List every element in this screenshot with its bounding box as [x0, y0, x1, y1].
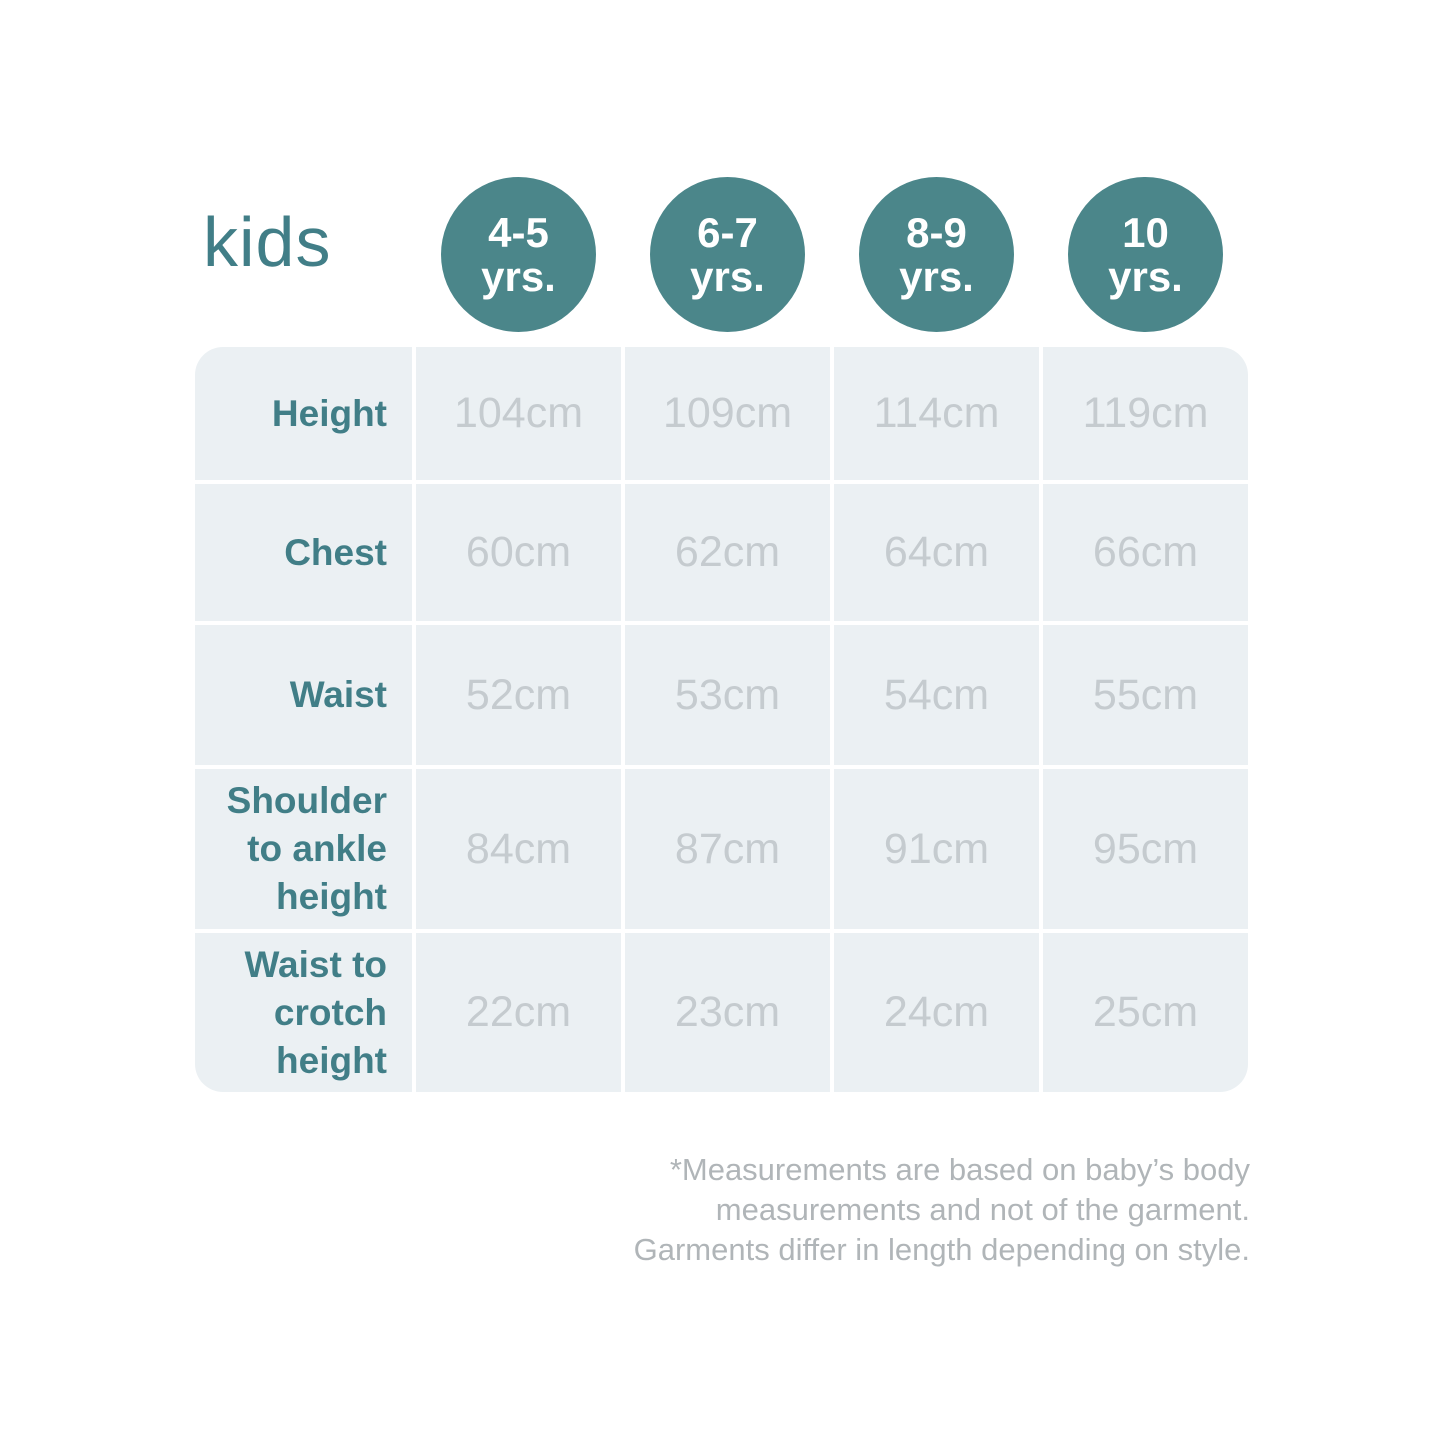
- row-label-shoulder-to-ankle: Shoulder to ankle height: [195, 769, 412, 929]
- footnote: *Measurements are based on baby’s body m…: [634, 1150, 1250, 1270]
- row-label-height: Height: [195, 347, 412, 480]
- value-height-6-7: 109cm: [625, 347, 830, 480]
- value-waist-crotch-10: 25cm: [1043, 933, 1248, 1092]
- footnote-line: measurements and not of the garment.: [715, 1192, 1250, 1227]
- age-badge-unit: yrs.: [690, 252, 765, 300]
- value-height-4-5: 104cm: [416, 347, 621, 480]
- value-waist-6-7: 53cm: [625, 625, 830, 765]
- age-badge-4-5-yrs: 4-5 yrs.: [441, 177, 596, 332]
- footnote-line: *Measurements are based on baby’s body: [669, 1152, 1250, 1187]
- value-shoulder-ankle-8-9: 91cm: [834, 769, 1039, 929]
- age-badge-unit: yrs.: [1108, 252, 1183, 300]
- value-shoulder-ankle-10: 95cm: [1043, 769, 1248, 929]
- value-height-10: 119cm: [1043, 347, 1248, 480]
- page-title: kids: [203, 203, 332, 281]
- value-waist-10: 55cm: [1043, 625, 1248, 765]
- value-waist-crotch-6-7: 23cm: [625, 933, 830, 1092]
- value-waist-crotch-8-9: 24cm: [834, 933, 1039, 1092]
- size-table: Height 104cm 109cm 114cm 119cm Chest 60c…: [195, 347, 1248, 1092]
- age-badge-range: 10: [1122, 208, 1169, 256]
- row-label-waist: Waist: [195, 625, 412, 765]
- age-badge-unit: yrs.: [899, 252, 974, 300]
- footnote-line: Garments differ in length depending on s…: [633, 1232, 1250, 1267]
- value-waist-4-5: 52cm: [416, 625, 621, 765]
- age-badge-unit: yrs.: [481, 252, 556, 300]
- age-badge-range: 8-9: [906, 208, 967, 256]
- age-badge-8-9-yrs: 8-9 yrs.: [859, 177, 1014, 332]
- age-badge-10-yrs: 10 yrs.: [1068, 177, 1223, 332]
- row-label-waist-to-crotch: Waist to crotch height: [195, 933, 412, 1092]
- value-chest-8-9: 64cm: [834, 484, 1039, 621]
- value-waist-8-9: 54cm: [834, 625, 1039, 765]
- value-shoulder-ankle-6-7: 87cm: [625, 769, 830, 929]
- value-chest-6-7: 62cm: [625, 484, 830, 621]
- age-badge-6-7-yrs: 6-7 yrs.: [650, 177, 805, 332]
- value-chest-4-5: 60cm: [416, 484, 621, 621]
- value-height-8-9: 114cm: [834, 347, 1039, 480]
- value-waist-crotch-4-5: 22cm: [416, 933, 621, 1092]
- value-shoulder-ankle-4-5: 84cm: [416, 769, 621, 929]
- age-badge-range: 4-5: [488, 208, 549, 256]
- value-chest-10: 66cm: [1043, 484, 1248, 621]
- age-badge-range: 6-7: [697, 208, 758, 256]
- row-label-chest: Chest: [195, 484, 412, 621]
